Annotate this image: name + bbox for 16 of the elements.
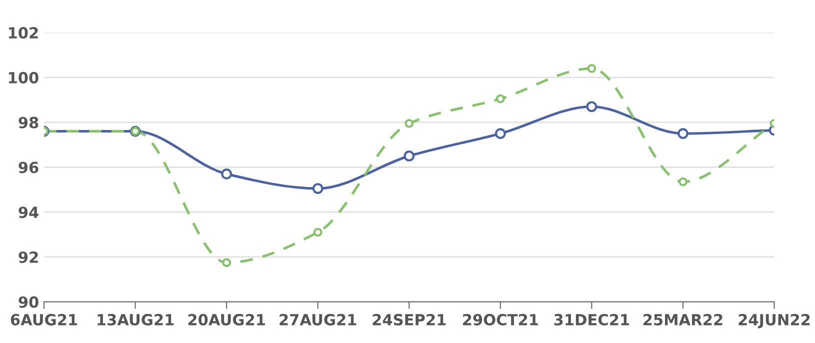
x-tick-label: 24SEP21 — [372, 314, 446, 326]
x-tick-label: 25MAR22 — [644, 314, 722, 326]
y-tick-label: 94 — [18, 206, 38, 218]
x-tick-label: 29OCT21 — [463, 314, 538, 326]
y-tick-label: 92 — [18, 251, 38, 263]
x-tick-label: 20AUG21 — [188, 314, 265, 326]
y-tick-label: 90 — [18, 296, 38, 308]
x-tick-label: 6AUG21 — [10, 314, 78, 326]
y-tick-label: 102 — [8, 27, 38, 39]
x-tick-label: 24JUN22 — [738, 314, 810, 328]
y-tick-label: 100 — [8, 72, 38, 84]
x-tick-label: 13AUG21 — [98, 314, 174, 326]
x-tick-label: 27AUG21 — [280, 314, 356, 326]
x-tick-label: 31DEC21 — [554, 314, 630, 326]
y-tick-label: 96 — [18, 162, 38, 174]
y-tick-label: 98 — [18, 116, 38, 128]
